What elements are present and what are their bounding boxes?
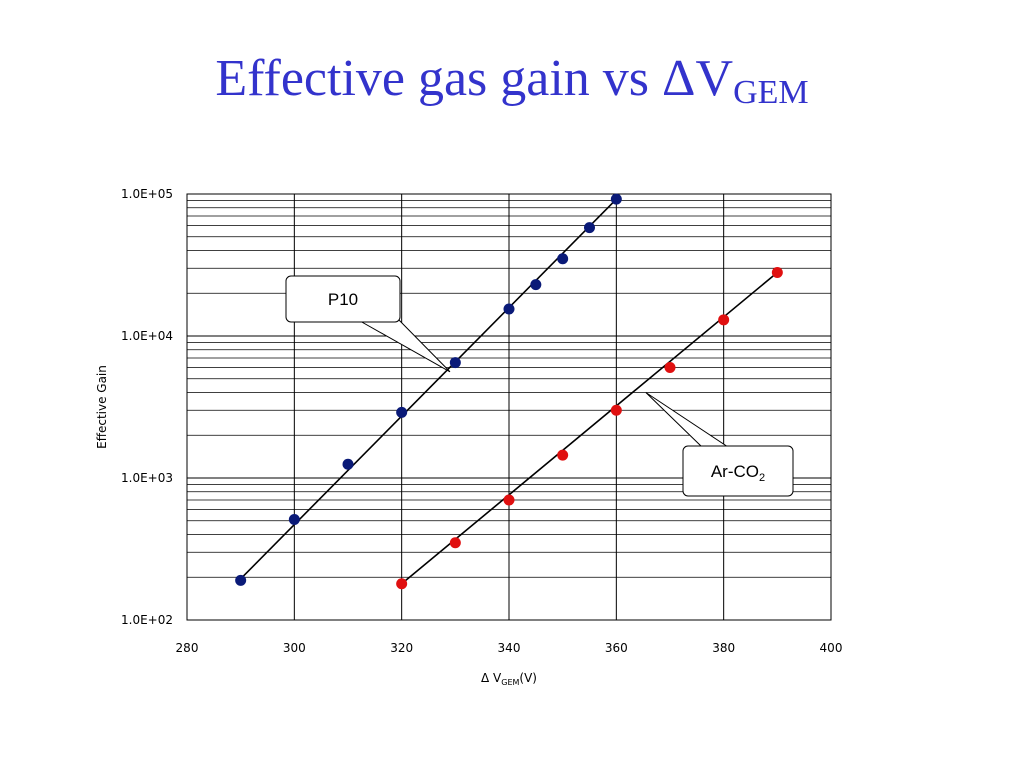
callout-p10-box	[285, 275, 401, 323]
data-point-series-1	[557, 449, 569, 461]
callout-arco2: Ar-CO2	[682, 445, 794, 497]
x-tick-labels: 280 300 320 340 360 380 400	[176, 641, 843, 655]
x-tick-label: 360	[605, 641, 628, 655]
data-point-series-0	[342, 458, 354, 470]
data-point-series-1	[396, 578, 408, 590]
data-point-series-1	[718, 314, 730, 326]
x-tick-label: 300	[283, 641, 306, 655]
x-axis-label-prefix: Δ V	[481, 671, 502, 685]
x-axis-label: Δ VGEM(V)	[481, 671, 537, 687]
x-tick-label: 400	[820, 641, 843, 655]
y-axis-label: Effective Gain	[95, 365, 109, 449]
data-point-series-0	[288, 514, 300, 526]
data-point-series-0	[503, 303, 515, 315]
callout-arco2-sub: 2	[759, 472, 765, 484]
title-subscript: GEM	[733, 74, 809, 111]
x-tick-label: 280	[176, 641, 199, 655]
x-tick-label: 320	[390, 641, 413, 655]
x-axis-label-suffix: (V)	[519, 671, 537, 685]
callout-p10-pointer	[358, 318, 451, 373]
y-tick-label: 1.0E+04	[121, 329, 173, 343]
callout-p10-label: P10	[328, 290, 358, 309]
y-tick-label: 1.0E+03	[121, 471, 173, 485]
title-v: V	[695, 50, 734, 107]
x-tick-label: 380	[712, 641, 735, 655]
callout-arco2-label: Ar-CO2	[711, 462, 765, 484]
callout-arco2-pointer	[645, 392, 730, 448]
title-delta: Δ	[662, 50, 696, 107]
data-point-series-0	[557, 253, 569, 265]
fit-lines	[240, 198, 778, 585]
callout-p10: P10	[285, 275, 401, 323]
fit-line-series-0	[240, 198, 617, 580]
data-point-series-0	[530, 279, 542, 291]
data-point-series-1	[610, 404, 622, 416]
callout-arco2-text: Ar-CO	[711, 462, 759, 481]
title-text: Effective gas gain vs	[215, 50, 663, 107]
data-point-series-0	[235, 574, 247, 586]
data-point-series-0	[610, 193, 622, 205]
x-axis-label-sub: GEM	[501, 678, 519, 687]
data-point-series-1	[664, 362, 676, 374]
slide-title: Effective gas gain vs ΔVGEM	[0, 48, 1024, 114]
data-point-series-1	[449, 537, 461, 549]
data-point-series-0	[449, 357, 461, 369]
callout-leaders	[358, 318, 730, 448]
x-tick-label: 340	[498, 641, 521, 655]
grid-major	[186, 193, 832, 621]
data-point-series-1	[503, 494, 515, 506]
fit-line-series-1	[401, 271, 778, 585]
y-tick-labels: 1.0E+02 1.0E+03 1.0E+04 1.0E+05	[121, 187, 173, 627]
data-point-series-0	[396, 406, 408, 418]
y-tick-label: 1.0E+02	[121, 613, 173, 627]
y-tick-label: 1.0E+05	[121, 187, 173, 201]
data-point-series-0	[584, 222, 595, 234]
plot-frame	[186, 193, 832, 621]
data-point-series-1	[771, 267, 783, 279]
data-points	[235, 193, 783, 590]
callout-arco2-box	[682, 445, 794, 497]
